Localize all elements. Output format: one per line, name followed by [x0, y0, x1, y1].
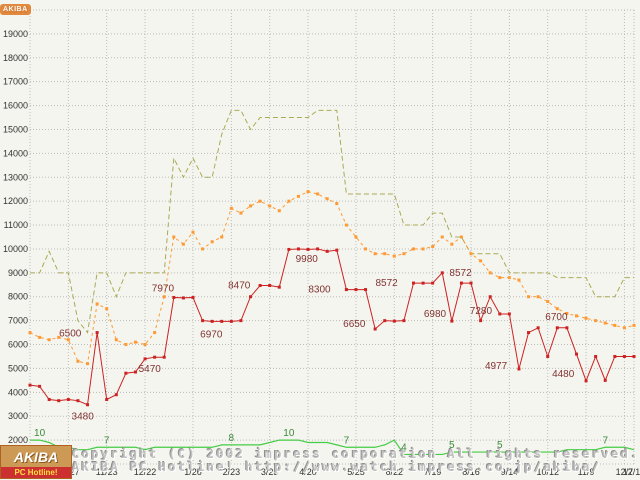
svg-text:19000: 19000 — [3, 29, 28, 39]
svg-text:11/9: 11/9 — [578, 467, 595, 477]
svg-text:13000: 13000 — [3, 172, 28, 182]
copyright-line2: AKIBA PC Hotline! http://www.watch.impre… — [72, 460, 602, 474]
svg-text:12000: 12000 — [3, 196, 28, 206]
svg-text:6970: 6970 — [200, 329, 223, 340]
akiba-pc-hotline-logo[interactable]: AKIBA PC Hotline! — [0, 445, 72, 479]
svg-text:11/23: 11/23 — [96, 467, 118, 477]
svg-text:4000: 4000 — [8, 387, 28, 397]
svg-text:2/23: 2/23 — [223, 467, 241, 477]
svg-text:6650: 6650 — [343, 319, 366, 330]
svg-text:5: 5 — [449, 440, 455, 451]
svg-text:7: 7 — [602, 435, 608, 446]
svg-text:5470: 5470 — [139, 364, 162, 375]
svg-text:16000: 16000 — [3, 101, 28, 111]
svg-text:6/22: 6/22 — [386, 467, 404, 477]
svg-text:5000: 5000 — [8, 363, 28, 373]
svg-text:8470: 8470 — [228, 281, 251, 292]
svg-text:9980: 9980 — [296, 254, 319, 265]
svg-text:10000: 10000 — [3, 244, 28, 254]
akiba-logo-text: AKIBA — [1, 446, 71, 467]
svg-text:8300: 8300 — [308, 285, 331, 296]
svg-text:11000: 11000 — [4, 220, 28, 230]
svg-text:8000: 8000 — [8, 292, 28, 302]
svg-text:18000: 18000 — [3, 53, 28, 63]
svg-text:2000: 2000 — [8, 435, 28, 445]
svg-text:5/25: 5/25 — [347, 467, 365, 477]
svg-text:4977: 4977 — [485, 361, 508, 372]
svg-text:8572: 8572 — [449, 268, 472, 279]
svg-text:7000: 7000 — [8, 316, 28, 326]
svg-text:7280: 7280 — [470, 306, 493, 317]
svg-text:12/22: 12/22 — [134, 467, 157, 477]
svg-text:8572: 8572 — [375, 278, 398, 289]
svg-text:6500: 6500 — [59, 329, 82, 340]
svg-text:4/20: 4/20 — [299, 467, 317, 477]
svg-text:4: 4 — [401, 442, 407, 453]
svg-text:6700: 6700 — [545, 312, 568, 323]
svg-text:10: 10 — [283, 428, 295, 439]
svg-text:9/14: 9/14 — [501, 467, 519, 477]
svg-text:6980: 6980 — [424, 309, 447, 320]
svg-text:12/7: 12/7 — [616, 467, 634, 477]
copyright-watermark: Copyright (C) 2002 impress corporation A… — [72, 448, 640, 474]
svg-text:15000: 15000 — [3, 124, 28, 134]
svg-text:17000: 17000 — [3, 77, 28, 87]
svg-text:6000: 6000 — [8, 340, 28, 350]
svg-text:5: 5 — [497, 440, 503, 451]
svg-text:8/16: 8/16 — [462, 467, 480, 477]
svg-text:12/14: 12/14 — [623, 467, 640, 477]
svg-text:8: 8 — [229, 433, 235, 444]
svg-text:1/26: 1/26 — [184, 467, 202, 477]
svg-text:7970: 7970 — [152, 283, 175, 294]
svg-text:14000: 14000 — [3, 148, 28, 158]
copyright-line1: Copyright (C) 2002 impress corporation A… — [72, 447, 640, 461]
svg-text:7/19: 7/19 — [424, 467, 442, 477]
akiba-badge-icon: AKIBA — [0, 4, 31, 15]
svg-text:7: 7 — [344, 435, 350, 446]
svg-text:3000: 3000 — [8, 411, 28, 421]
svg-text:3480: 3480 — [72, 412, 95, 423]
svg-text:10: 10 — [34, 428, 46, 439]
svg-text:3/23: 3/23 — [261, 467, 279, 477]
pc-hotline-logo-text: PC Hotline! — [1, 467, 71, 478]
svg-text:10/12: 10/12 — [536, 467, 559, 477]
svg-text:7: 7 — [104, 435, 110, 446]
svg-text:9000: 9000 — [8, 268, 28, 278]
svg-text:4480: 4480 — [552, 369, 575, 380]
